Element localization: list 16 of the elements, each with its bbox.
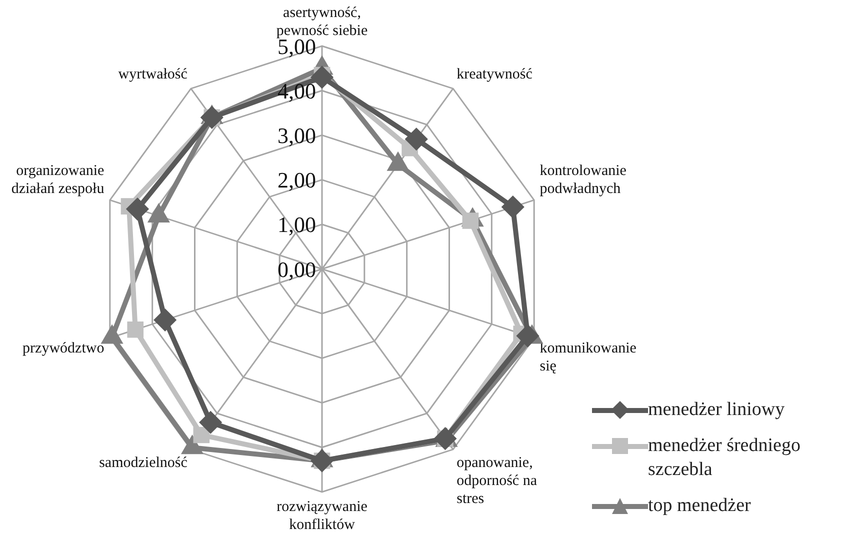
legend-label: menedżer średniego szczebla [648, 434, 802, 482]
y-tick-label: 1,00 [278, 212, 316, 238]
spoke-label: organizowanie działań zespołu [11, 163, 105, 198]
spoke-label: kreatywność [456, 66, 533, 83]
legend-label: top menedżer [648, 494, 751, 518]
legend-label: menedżer liniowy [648, 398, 785, 422]
spoke-label: komunikowanie się [540, 340, 637, 375]
spoke-label: wyrtwałość [118, 66, 188, 83]
spoke-label: samodzielność [99, 455, 188, 472]
y-tick-label: 0,00 [278, 256, 316, 282]
spoke-label: rozwiązywanie konfliktów [276, 498, 368, 533]
spoke-label: przywództwo [22, 340, 104, 357]
spoke-label: opanowanie, odporność na stres [456, 455, 538, 508]
y-tick-label: 2,00 [278, 168, 316, 193]
spoke-label: kontrolowanie podwładnych [540, 163, 627, 198]
y-tick-label: 3,00 [278, 122, 316, 148]
